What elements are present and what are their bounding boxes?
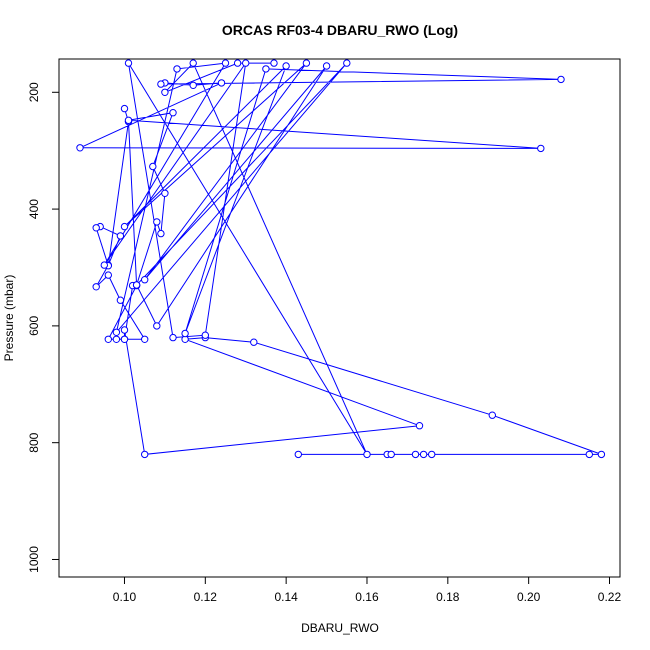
y-tick-label: 1000 [27,546,41,573]
x-tick-label: 0.22 [598,590,622,604]
data-point [343,59,351,67]
data-point [124,116,133,125]
data-point [161,189,169,198]
data-point [270,59,278,67]
data-point [153,322,161,330]
data-point [181,329,189,338]
data-point [242,59,250,67]
data-point [120,335,129,343]
data-point [112,335,121,343]
data-point [149,162,157,171]
y-tick-label: 600 [27,316,41,336]
y-tick-label: 800 [27,432,41,452]
data-point [415,422,424,430]
data-point [92,224,100,232]
data-point [428,450,436,459]
data-point [387,450,395,459]
x-tick-label: 0.20 [517,590,541,604]
x-tick-label: 0.16 [355,590,379,604]
data-point [294,450,302,459]
data-point [161,88,169,97]
data-point [157,229,165,238]
x-axis-label: DBARU_RWO [301,621,379,635]
data-point [120,104,129,113]
data-point [157,80,165,88]
data-point [419,450,428,459]
y-tick-label: 200 [27,82,41,102]
data-point [153,218,161,226]
data-point [116,232,125,240]
data-point [217,79,226,87]
data-point [262,65,270,73]
data-point [169,109,177,117]
data-point [169,333,177,342]
data-point [201,331,210,339]
y-axis: 200 400 600 800 1000 [27,82,60,573]
data-point [92,283,100,291]
data-point [302,59,311,67]
data-point [173,65,181,73]
data-point [585,450,593,459]
data-point [141,276,149,284]
x-tick-label: 0.12 [194,590,218,604]
data-point [488,411,496,419]
series-layer [76,59,606,459]
data-point [537,144,545,153]
data-point [233,59,242,67]
data-point [141,335,149,343]
data-point [189,81,197,90]
data-point [322,62,331,70]
data-point [104,271,113,279]
data-point [282,62,290,70]
data-point [250,338,258,346]
data-point [76,144,84,152]
data-point [100,261,109,269]
data-point [597,450,606,459]
data-point [141,450,149,459]
x-tick-label: 0.10 [113,590,137,604]
data-point [104,335,113,343]
y-tick-label: 400 [27,199,41,219]
x-tick-label: 0.18 [436,590,460,604]
data-point [120,326,129,334]
data-point [132,281,141,289]
data-point [112,328,121,336]
data-point [557,75,565,84]
data-point [124,59,133,67]
x-axis: 0.10 0.12 0.14 0.16 0.18 0.20 0.22 [113,576,622,604]
data-point [189,59,197,67]
data-point [116,296,125,304]
data-point [363,450,371,459]
data-point [120,222,129,231]
series-line [79,62,602,455]
data-point [411,450,420,459]
x-tick-label: 0.14 [274,590,298,604]
y-axis-label: Pressure (mbar) [2,275,16,362]
data-point [221,59,230,67]
chart-title: ORCAS RF03-4 DBARU_RWO (Log) [222,22,458,38]
